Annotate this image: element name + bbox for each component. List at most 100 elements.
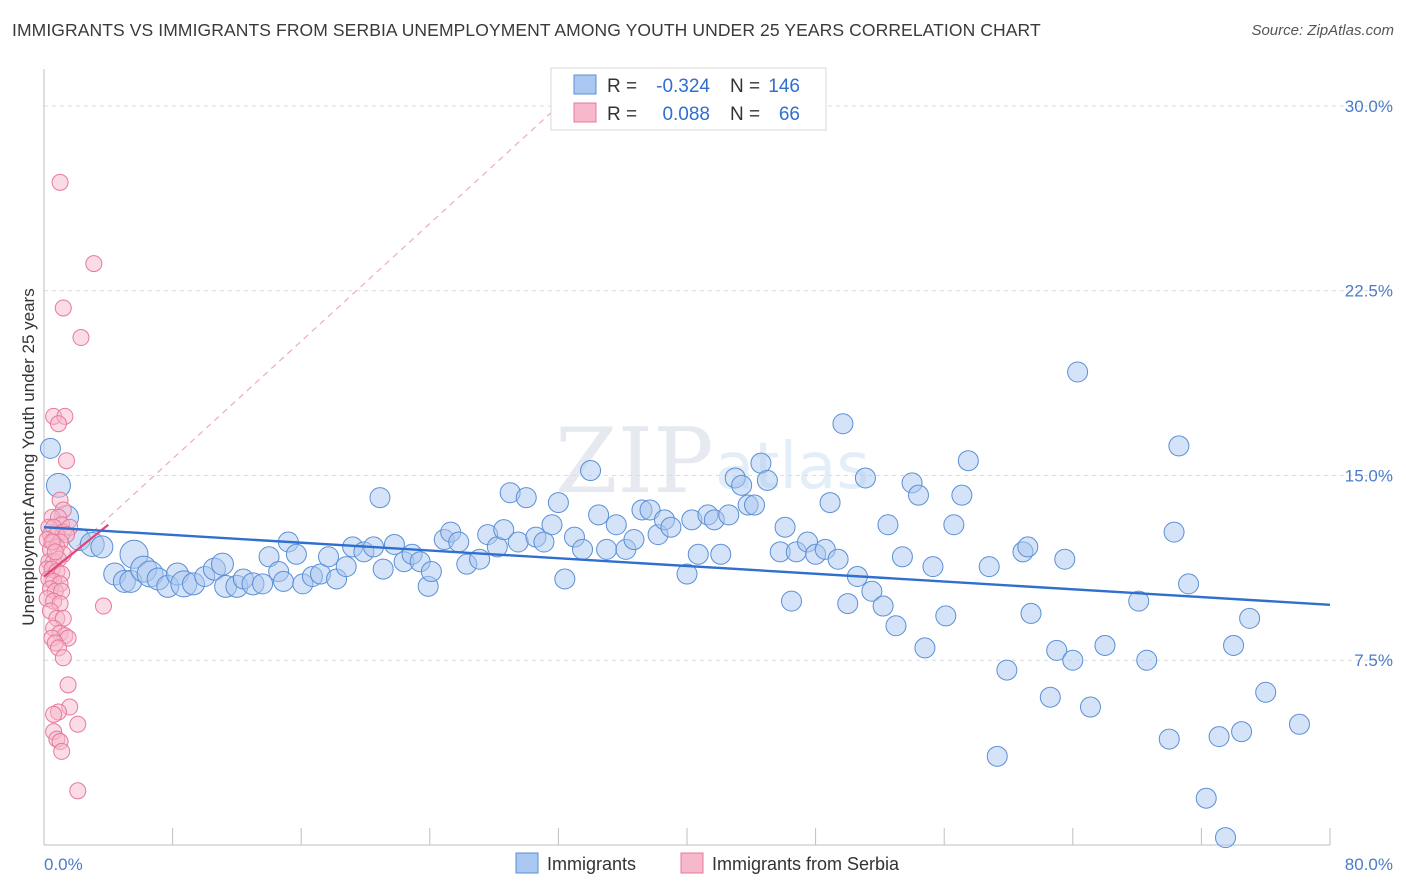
point-immigrants	[1136, 649, 1158, 671]
point-immigrants	[1054, 548, 1076, 570]
y-tick-label: 22.5%	[1345, 282, 1393, 301]
legend-r-label-immigrants: R =	[607, 76, 637, 97]
chart-source: Source: ZipAtlas.com	[1251, 22, 1394, 39]
point-immigrants	[861, 580, 883, 602]
point-immigrants	[914, 637, 936, 659]
point-immigrants	[780, 590, 802, 612]
point-serbia	[54, 299, 72, 317]
legend-n-value-serbia: 66	[779, 104, 800, 125]
point-immigrants	[369, 487, 391, 509]
point-serbia	[85, 255, 103, 273]
point-immigrants	[588, 504, 610, 526]
serbia-trend-group	[43, 105, 559, 577]
point-immigrants	[1163, 521, 1185, 543]
legend-top: R = -0.324 N = 146 R = 0.088 N = 66	[550, 67, 827, 131]
trendline-serbia-extended	[43, 105, 559, 577]
point-serbia	[51, 173, 69, 191]
trendline-immigrants	[43, 526, 1331, 607]
point-immigrants	[718, 504, 740, 526]
point-immigrants	[885, 615, 907, 637]
point-immigrants	[1215, 827, 1237, 849]
point-immigrants	[676, 563, 698, 585]
point-immigrants	[507, 531, 529, 553]
point-immigrants	[580, 460, 602, 482]
point-immigrants	[90, 535, 114, 559]
point-immigrants	[731, 474, 753, 496]
x-tick-label-max: 80.0%	[1345, 855, 1393, 874]
y-tick-label: 7.5%	[1354, 651, 1393, 670]
chart-title: IMMIGRANTS VS IMMIGRANTS FROM SERBIA UNE…	[12, 20, 1041, 40]
point-immigrants	[951, 484, 973, 506]
y-axis-label: Unemployment Among Youth under 25 years	[19, 288, 38, 625]
point-immigrants	[1178, 573, 1200, 595]
legend-top-box	[550, 67, 827, 131]
point-immigrants	[832, 413, 854, 435]
point-immigrants	[660, 516, 682, 538]
point-immigrants	[1046, 639, 1068, 661]
point-immigrants	[877, 514, 899, 536]
point-immigrants	[854, 467, 876, 489]
point-immigrants	[978, 556, 1000, 578]
point-immigrants	[710, 543, 732, 565]
point-serbia	[94, 597, 112, 615]
point-immigrants	[1288, 713, 1310, 735]
point-immigrants	[1158, 728, 1180, 750]
watermark-zip: ZIP	[555, 409, 714, 514]
point-immigrants	[1208, 726, 1230, 748]
point-immigrants	[258, 546, 280, 568]
point-immigrants	[596, 538, 618, 560]
point-immigrants	[827, 548, 849, 570]
legend-r-value-immigrants: -0.324	[656, 76, 710, 97]
point-serbia	[49, 415, 67, 433]
point-immigrants	[515, 487, 537, 509]
point-immigrants	[533, 531, 555, 553]
point-immigrants	[273, 570, 295, 592]
point-immigrants	[541, 514, 563, 536]
point-immigrants	[744, 494, 766, 516]
y-tick-label: 30.0%	[1345, 97, 1393, 116]
point-immigrants	[1128, 590, 1150, 612]
legend-n-label-immigrants: N =	[730, 76, 760, 97]
trendline-serbia	[43, 523, 109, 578]
point-immigrants	[996, 659, 1018, 681]
point-immigrants	[986, 745, 1008, 767]
point-immigrants	[872, 595, 894, 617]
point-immigrants	[335, 556, 357, 578]
point-immigrants	[935, 605, 957, 627]
point-immigrants	[285, 543, 307, 565]
point-serbia	[45, 705, 63, 723]
point-serbia	[46, 543, 64, 561]
immigrants-trend-group	[43, 526, 1331, 607]
y-tick-labels: 7.5% 15.0% 22.5% 30.0%	[1345, 97, 1393, 670]
point-immigrants	[1255, 681, 1277, 703]
point-immigrants	[1039, 686, 1061, 708]
legend-bottom: Immigrants Immigrants from Serbia	[515, 852, 900, 874]
legend-bottom-label-serbia: Immigrants from Serbia	[712, 854, 900, 874]
legend-bottom-swatch-serbia	[680, 852, 704, 874]
point-immigrants	[1079, 696, 1101, 718]
point-immigrants	[922, 556, 944, 578]
point-immigrants	[554, 568, 576, 590]
point-immigrants	[39, 437, 61, 459]
point-immigrants	[687, 543, 709, 565]
legend-swatch-serbia	[573, 102, 597, 123]
point-immigrants	[448, 531, 470, 553]
point-immigrants	[957, 450, 979, 472]
x-ticks	[172, 828, 1331, 845]
point-immigrants	[907, 484, 929, 506]
point-immigrants	[493, 519, 515, 541]
point-immigrants	[1094, 634, 1116, 656]
legend-n-label-serbia: N =	[730, 104, 760, 125]
point-immigrants	[943, 514, 965, 536]
point-immigrants	[756, 469, 778, 491]
point-immigrants	[1239, 607, 1261, 629]
point-immigrants	[891, 546, 913, 568]
x-tick-label-min: 0.0%	[44, 855, 83, 874]
point-immigrants	[774, 516, 796, 538]
point-immigrants	[837, 593, 859, 615]
legend-bottom-swatch-immigrants	[515, 852, 539, 874]
point-serbia	[53, 742, 71, 760]
y-tick-label: 15.0%	[1345, 466, 1393, 485]
legend-bottom-label-immigrants: Immigrants	[547, 854, 636, 874]
